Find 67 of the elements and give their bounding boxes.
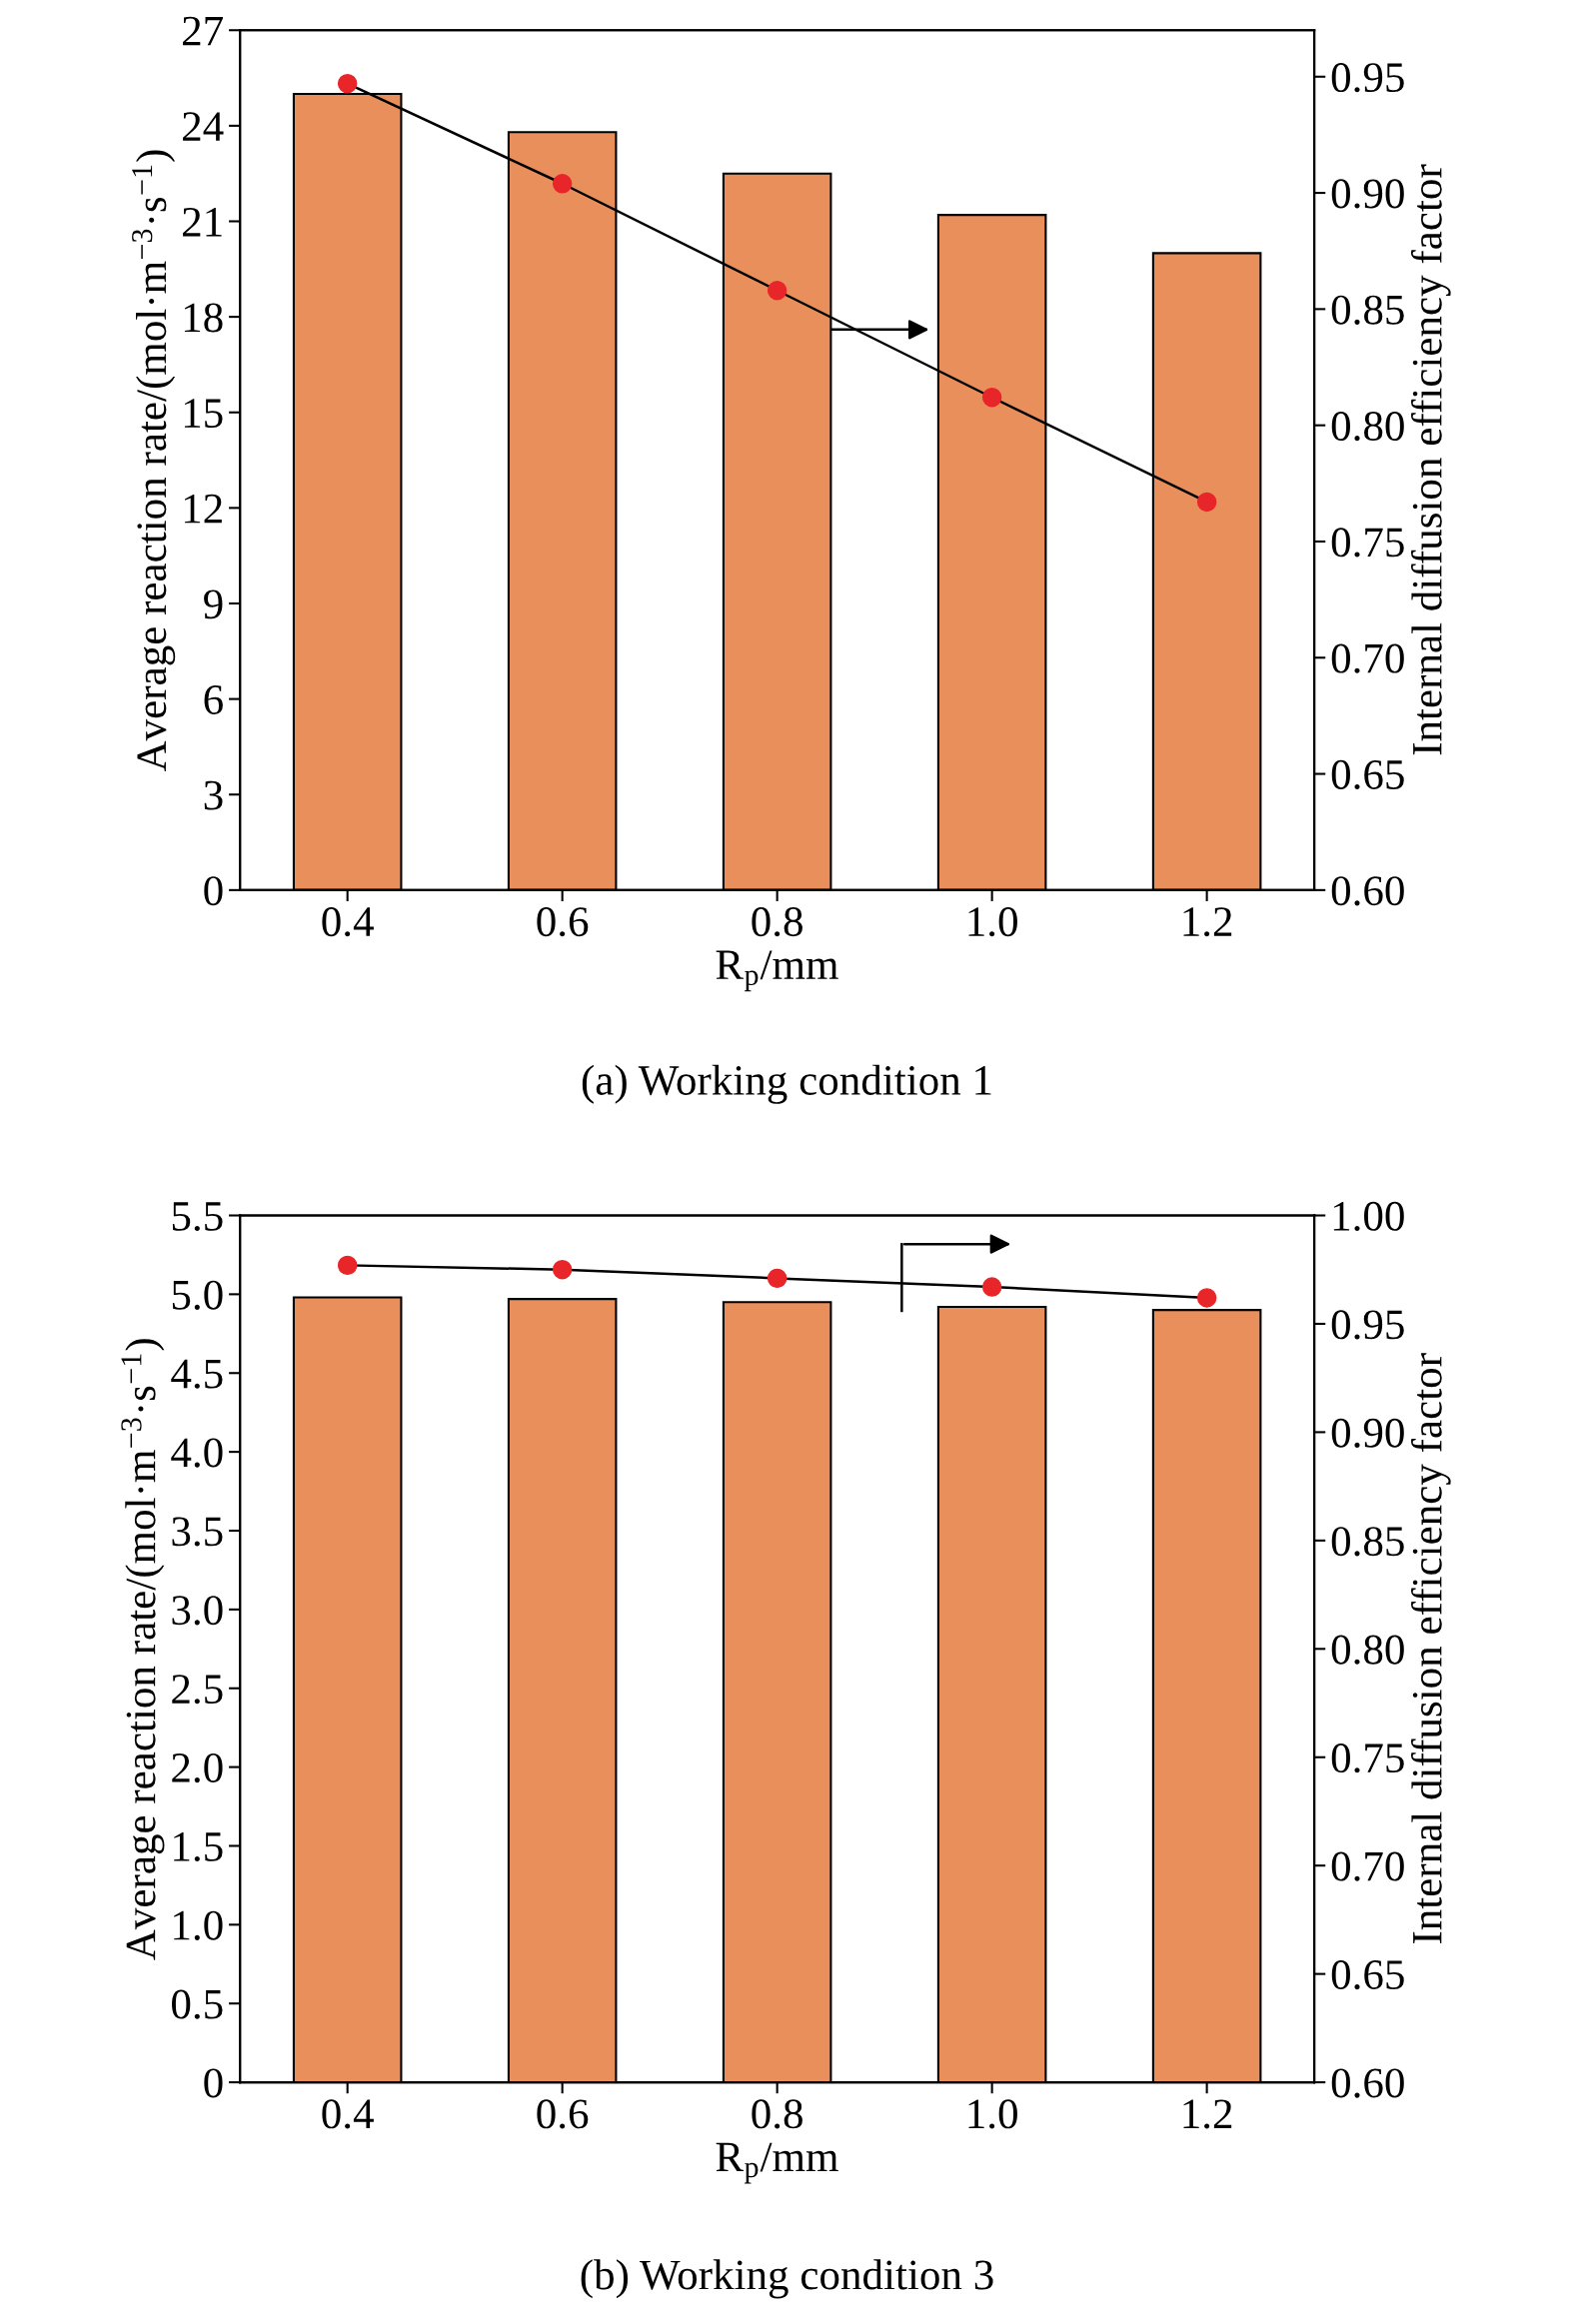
x-tick-label: 1.2 [1183, 907, 1232, 937]
point [337, 74, 358, 94]
x-tick-label: 0.8 [752, 2099, 802, 2129]
y-tick-label: 6 [204, 685, 223, 714]
y2-tick-label: 0.65 [1331, 1959, 1404, 1990]
y2-tick-label: 0.60 [1331, 876, 1404, 906]
x-tick-label: 1.2 [1183, 2099, 1232, 2129]
x-axis-title: R$_{p}$/mm [716, 950, 838, 992]
point [981, 388, 1002, 408]
y2-tick-label: 1.00 [1333, 1201, 1404, 1232]
y2-tick-label: 0.90 [1331, 179, 1404, 209]
y2-tick-label: 0.75 [1331, 1743, 1404, 1773]
x-tick-label: 0.6 [537, 2099, 589, 2129]
x-tick-label: 1.0 [968, 2099, 1017, 2129]
y2-tick-label: 0.75 [1331, 528, 1404, 558]
y-tick-label: 0 [204, 876, 223, 906]
y2-tick-label: 0.65 [1331, 759, 1404, 790]
point [337, 1255, 358, 1276]
y-tick-label: 0 [204, 2068, 223, 2098]
y-tick-label: 27 [183, 16, 223, 46]
y-tick-label: 1.5 [174, 1831, 223, 1862]
y-tick-label: 24 [183, 112, 224, 141]
point [1196, 492, 1217, 513]
x-tick-label: 0.4 [322, 907, 374, 937]
y-tick-label: 0.5 [172, 1989, 223, 2019]
y-tick-label: 18 [184, 303, 223, 333]
y-tick-label: 9 [204, 589, 223, 619]
text: (a) Working condition 1 [582, 1064, 991, 1104]
y2-tick-label: 0.95 [1331, 1310, 1404, 1340]
point [1196, 1288, 1217, 1308]
y-tick-label: 3.0 [172, 1596, 223, 1626]
y-tick-label: 2.5 [172, 1675, 223, 1705]
y-tick-label: 12 [184, 494, 222, 524]
y2-tick-label: 0.95 [1331, 63, 1404, 93]
x-tick-label: 0.4 [322, 2099, 374, 2129]
point [981, 1277, 1002, 1297]
point [552, 174, 573, 194]
y-axis-title: Average reaction rate/(mol·m$^{−3}$·s$^{−1}$) [121, 1339, 165, 1960]
y2-tick-label: 0.70 [1331, 643, 1404, 673]
y2-tick-label: 0.80 [1331, 411, 1404, 442]
y2-tick-label: 0.90 [1331, 1418, 1404, 1448]
y-tick-label: 1.0 [174, 1910, 223, 1940]
y-tick-label: 2.0 [172, 1752, 223, 1783]
y-tick-label: 3.5 [172, 1517, 223, 1547]
y-tick-label: 3 [204, 780, 223, 810]
y2-axis-title: Internal diffusion efficiency factor [1411, 164, 1451, 755]
y2-tick-label: 0.85 [1331, 1527, 1404, 1557]
y2-tick-label: 0.70 [1331, 1851, 1404, 1881]
point [552, 1259, 573, 1280]
y-tick-label: 15 [184, 399, 223, 429]
y-tick-label: 4.0 [171, 1438, 223, 1468]
y2-tick-label: 0.60 [1331, 2068, 1404, 2098]
y2-tick-label: 0.80 [1331, 1635, 1404, 1665]
x-tick-label: 1.0 [968, 907, 1017, 937]
y-tick-label: 4.5 [171, 1359, 223, 1389]
x-axis-title: R$_{p}$/mm [716, 2142, 838, 2184]
x-tick-label: 0.8 [752, 907, 802, 937]
y-tick-label: 21 [183, 207, 222, 237]
point [767, 281, 787, 301]
y-tick-label: 5.5 [172, 1202, 223, 1232]
y2-tick-label: 0.85 [1331, 295, 1404, 325]
x-tick-label: 0.6 [537, 907, 589, 937]
y2-axis-title: Internal diffusion efficiency factor [1411, 1353, 1451, 1944]
y-axis-title: Average reaction rate/(mol·m$^{−3}$·s$^{−1}$) [132, 150, 176, 772]
y-tick-label: 5.0 [172, 1280, 223, 1310]
text: (b) Working condition 3 [581, 2259, 993, 2299]
point [767, 1268, 787, 1289]
